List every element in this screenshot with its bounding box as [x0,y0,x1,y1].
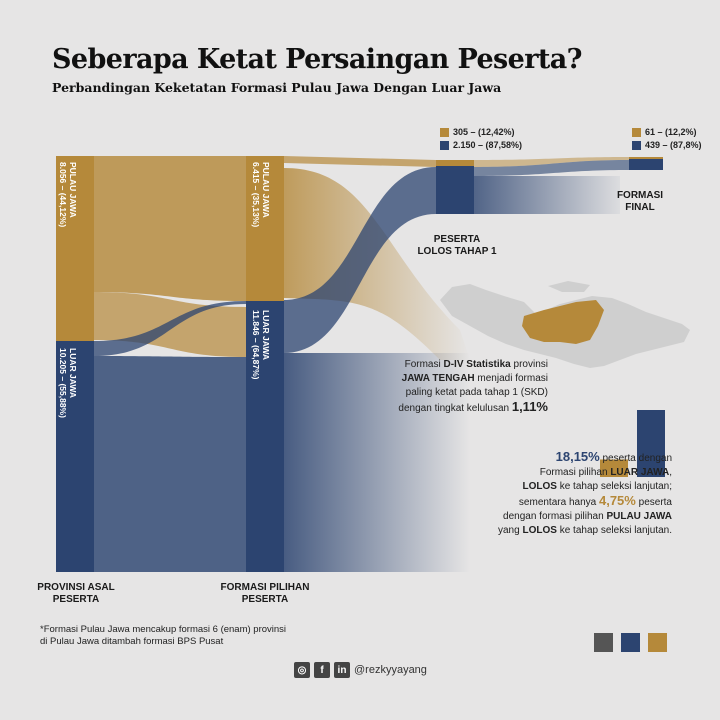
linkedin-icon[interactable]: in [334,662,350,678]
legend-lolos-luar: 2.150 – (87,58%) [453,140,523,150]
social-handles: ◎ f in @rezkyyayang [294,662,427,678]
annotation-comparison: 18,15% peserta dengan Formasi pilihan LU… [498,449,672,537]
node-label-name: PULAU JAWA [68,162,78,218]
node-label-name: LUAR JAWA [68,348,78,399]
annot-bold: LOLOS [522,481,557,492]
annot-text: peserta dengan [599,453,672,464]
annot-highlight: 1,11% [511,399,548,414]
node-pilihan-luar [246,301,284,572]
mini-bar-luar-jawa [637,410,665,477]
brand-square-navy [621,633,640,652]
annot-text: dengan formasi pilihan [503,511,607,522]
social-handle[interactable]: @rezkyyayang [354,664,427,676]
node-pilihan-jawa [246,156,284,301]
annot-text: Formasi [404,359,444,370]
footnote-line: *Formasi Pulau Jawa mencakup formasi 6 (… [40,624,287,635]
annot-bold: JAWA TENGAH [401,373,475,384]
flow-pilihan-luar-to-lolos [284,167,436,353]
flow-pilihan-luar-not-lolos [284,353,470,572]
node-label-asal-luar: LUAR JAWA 10.205 – (55,88%) [58,348,78,548]
flow-lolos-not-final [474,176,620,214]
node-label-asal-jawa: PULAU JAWA 8.056 – (44,12%) [58,162,78,332]
legend-swatch-luar [440,141,449,150]
page-title: Seberapa Ketat Persaingan Peserta? [52,44,582,75]
stage-label-asal: PROVINSI ASAL PESERTA [37,582,115,605]
node-asal-jawa [56,156,94,341]
node-lolos-luar [436,166,474,214]
annot-text: sementara hanya [518,497,599,508]
legend-swatch-luar [632,141,641,150]
annot-text: ke tahap seleksi lanjutan. [556,525,672,536]
flow-lolos-luar-to-final [474,160,629,176]
instagram-icon[interactable]: ◎ [294,662,310,678]
node-final-jawa [629,157,663,159]
annot-text: ke tahap seleksi lanjutan; [556,481,672,492]
node-lolos-jawa [436,160,474,166]
stage-label-pilihan: FORMASI PILIHAN PESERTA [220,582,310,605]
flow-pilihan-jawa-to-lolos [284,156,436,167]
node-asal-luar [56,341,94,572]
footnote: *Formasi Pulau Jawa mencakup formasi 6 (… [40,624,286,648]
node-label-value: 8.056 – (44,12%) [58,162,68,228]
annot-text: dengan tingkat kelulusan [398,403,512,414]
node-label-name: LUAR JAWA [261,310,271,361]
annot-text: yang [498,525,523,536]
node-label-value: 11.846 – (64,87%) [251,310,261,380]
mini-bar-jawa [600,459,628,477]
flow-pilihan-jawa-not-lolos [284,168,470,360]
legend-final-luar: 439 – (87,8%) [645,140,702,150]
flow-asal-luar-to-pilihan-jawa [94,301,246,356]
node-label-pilihan-luar: LUAR JAWA 11.846 – (64,87%) [251,310,271,510]
annot-bold: LUAR JAWA [610,467,670,478]
annot-text: paling ketat pada tahap 1 (SKD) [405,387,548,398]
stage-label-lolos: PESERTA LOLOS TAHAP 1 [417,234,497,257]
footnote-line: di Pulau Jawa ditambah formasi BPS Pusat [40,636,224,647]
annot-bold: D-IV Statistika [443,359,511,370]
legend-swatch-jawa [632,128,641,137]
page-subtitle: Perbandingan Keketatan Formasi Pulau Jaw… [52,80,502,95]
annot-text: provinsi [510,359,548,370]
legend-lolos: 305 – (12,42%) 2.150 – (87,58%) [440,126,522,152]
annot-bold: PULAU JAWA [606,511,672,522]
flow-lolos-jawa-to-final [474,157,629,167]
annot-highlight-jawa: 4,75% [598,493,636,508]
annot-text: peserta [635,497,672,508]
node-label-value: 6.415 – (35,13%) [251,162,261,228]
brand-square-dark [594,633,613,652]
legend-lolos-jawa: 305 – (12,42%) [453,127,515,137]
java-map-icon [440,281,690,368]
node-label-pilihan-jawa: PULAU JAWA 6.415 – (35,13%) [251,162,271,292]
annot-highlight-luar: 18,15% [555,449,600,464]
annot-text: menjadi formasi [474,373,548,384]
stage-label-final: FORMASI FINAL [616,190,664,213]
legend-final: 61 – (12,2%) 439 – (87,8%) [632,126,702,152]
flow-asal-jawa-to-pilihan-jawa [94,156,246,301]
node-label-value: 10.205 – (55,88%) [58,348,68,418]
annot-text: Formasi pilihan [539,467,611,478]
node-label-name: PULAU JAWA [261,162,271,218]
legend-swatch-jawa [440,128,449,137]
facebook-icon[interactable]: f [314,662,330,678]
mini-bar-chart [600,410,665,477]
brand-square-gold [648,633,667,652]
legend-final-jawa: 61 – (12,2%) [645,127,697,137]
annotation-jateng: Formasi D-IV Statistika provinsi JAWA TE… [326,358,548,416]
node-final-luar [629,159,663,170]
flow-asal-luar-to-pilihan-luar [94,356,246,572]
annot-bold: LOLOS [522,525,557,536]
